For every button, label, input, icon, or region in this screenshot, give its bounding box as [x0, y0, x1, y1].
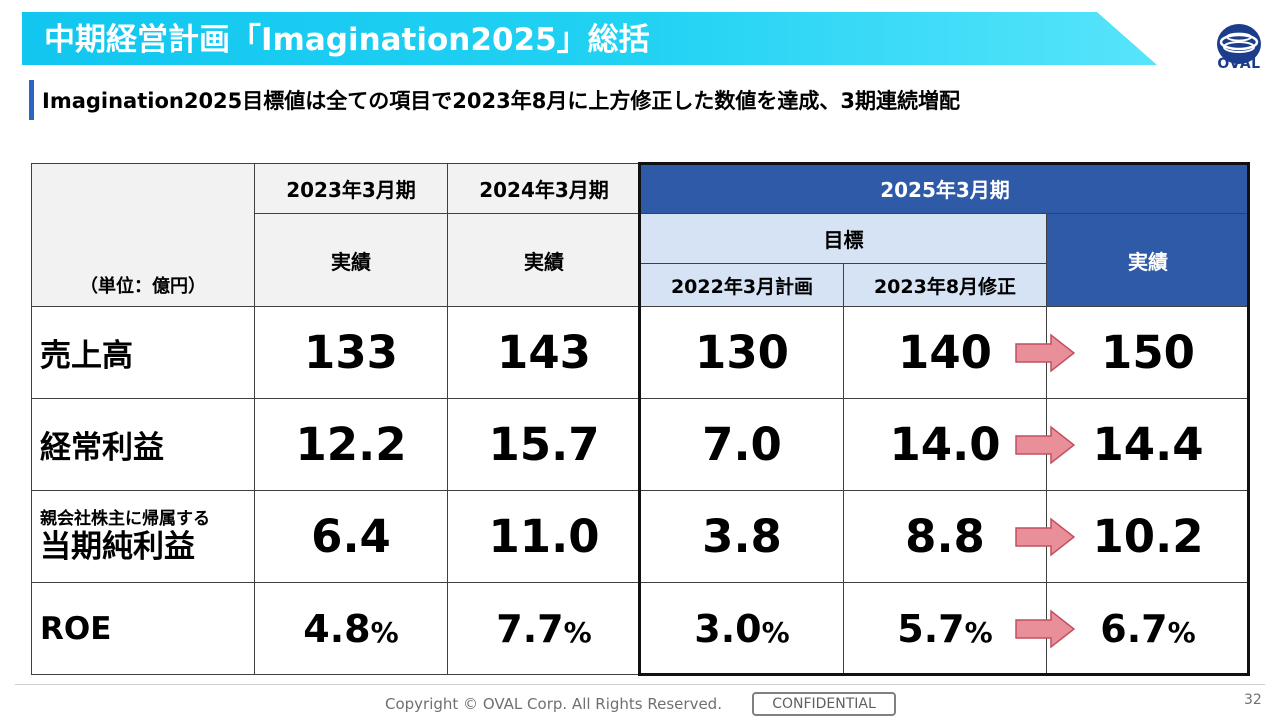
unit: % — [1167, 615, 1196, 649]
oval-logo-icon — [1217, 24, 1261, 64]
header-actual-2025: 実績 — [1046, 213, 1250, 307]
value: 7.0 — [702, 418, 782, 471]
value: 4.8 — [303, 606, 371, 651]
table-row-net-income: 親会社株主に帰属する 当期純利益 6.4 11.0 3.8 8.8 10.2 — [31, 490, 1250, 583]
value: 6.4 — [311, 510, 391, 563]
value: 6.7 — [1100, 606, 1168, 651]
value: 133 — [304, 326, 398, 379]
page-number: 32 — [1244, 692, 1262, 708]
table-row-roe: ROE 4.8% 7.7% 3.0% 5.7% 6.7% — [31, 582, 1250, 675]
value: 12.2 — [295, 418, 407, 471]
subtitle-accent-bar — [29, 80, 34, 120]
header-fy2024: 2024年3月期 — [447, 163, 641, 214]
cell-plan: 3.0% — [640, 582, 844, 675]
copyright-text: Copyright © OVAL Corp. All Rights Reserv… — [385, 695, 722, 713]
right-arrow-icon — [1015, 516, 1075, 557]
row-label: 売上高 — [31, 306, 255, 399]
slide-title: 中期経営計画「Imagination2025」総括 — [44, 22, 650, 58]
value: 7.7 — [496, 606, 564, 651]
row-label: ROE — [31, 582, 255, 675]
cell-fy2024: 7.7% — [447, 582, 641, 675]
row-label-text: 経常利益 — [40, 430, 164, 466]
value: 14.0 — [889, 418, 1001, 471]
value: 150 — [1101, 326, 1195, 379]
cell-fy2023: 4.8% — [254, 582, 448, 675]
unit-cell: （単位：億円） — [31, 163, 255, 307]
row-label-small: 親会社株主に帰属する — [40, 508, 210, 529]
cell-actual2025: 6.7% — [1015, 582, 1250, 675]
value: 130 — [695, 326, 789, 379]
unit: % — [964, 615, 993, 649]
cell-plan: 7.0 — [640, 398, 844, 491]
header-target: 目標 — [640, 213, 1047, 264]
table-row-ordinary-profit: 経常利益 12.2 15.7 7.0 14.0 14.4 — [31, 398, 1250, 491]
value: 143 — [497, 326, 591, 379]
cell-actual2025: 14.4 — [1015, 398, 1250, 491]
confidential-badge: CONFIDENTIAL — [752, 692, 896, 716]
results-table: （単位：億円） 2023年3月期 2024年3月期 2025年3月期 実績 実績… — [31, 163, 1250, 675]
row-label: 経常利益 — [31, 398, 255, 491]
row-label: 親会社株主に帰属する 当期純利益 — [31, 490, 255, 583]
right-arrow-icon — [1015, 332, 1075, 373]
table-row-sales: 売上高 133 143 130 140 150 — [31, 306, 1250, 399]
unit: % — [370, 615, 399, 649]
unit: % — [563, 615, 592, 649]
right-arrow-icon — [1015, 424, 1075, 465]
cell-revised: 14.0 — [843, 398, 1047, 491]
header-fy2025: 2025年3月期 — [640, 163, 1250, 214]
cell-fy2024: 11.0 — [447, 490, 641, 583]
value: 14.4 — [1092, 418, 1204, 471]
row-label-text: ROE — [40, 610, 112, 647]
cell-fy2023: 133 — [254, 306, 448, 399]
cell-revised: 8.8 — [843, 490, 1047, 583]
header-actual-2024: 実績 — [447, 213, 641, 307]
header-revised-2023: 2023年8月修正 — [843, 263, 1047, 307]
row-label-text: 売上高 — [40, 338, 133, 374]
slide-subtitle: Imagination2025目標値は全ての項目で2023年8月に上方修正した数… — [42, 89, 960, 113]
cell-revised: 5.7% — [843, 582, 1047, 675]
unit: % — [761, 615, 790, 649]
cell-plan: 3.8 — [640, 490, 844, 583]
row-label-text: 当期純利益 — [40, 528, 195, 565]
right-arrow-icon — [1015, 608, 1075, 649]
cell-actual2025: 150 — [1015, 306, 1250, 399]
value: 10.2 — [1092, 510, 1204, 563]
logo-text: OVAL — [1217, 56, 1261, 72]
unit-label: （単位：億円） — [80, 276, 206, 297]
value: 15.7 — [488, 418, 600, 471]
cell-revised: 140 — [843, 306, 1047, 399]
cell-actual2025: 10.2 — [1015, 490, 1250, 583]
title-band — [22, 12, 1157, 65]
value: 5.7 — [897, 606, 965, 651]
header-fy2023: 2023年3月期 — [254, 163, 448, 214]
value: 3.0 — [694, 606, 762, 651]
header-actual-2023: 実績 — [254, 213, 448, 307]
header-plan-2022: 2022年3月計画 — [640, 263, 844, 307]
value: 140 — [898, 326, 992, 379]
cell-plan: 130 — [640, 306, 844, 399]
value: 3.8 — [702, 510, 782, 563]
cell-fy2024: 15.7 — [447, 398, 641, 491]
footer-divider — [15, 684, 1265, 685]
cell-fy2023: 6.4 — [254, 490, 448, 583]
value: 11.0 — [488, 510, 600, 563]
cell-fy2024: 143 — [447, 306, 641, 399]
cell-fy2023: 12.2 — [254, 398, 448, 491]
value: 8.8 — [905, 510, 985, 563]
